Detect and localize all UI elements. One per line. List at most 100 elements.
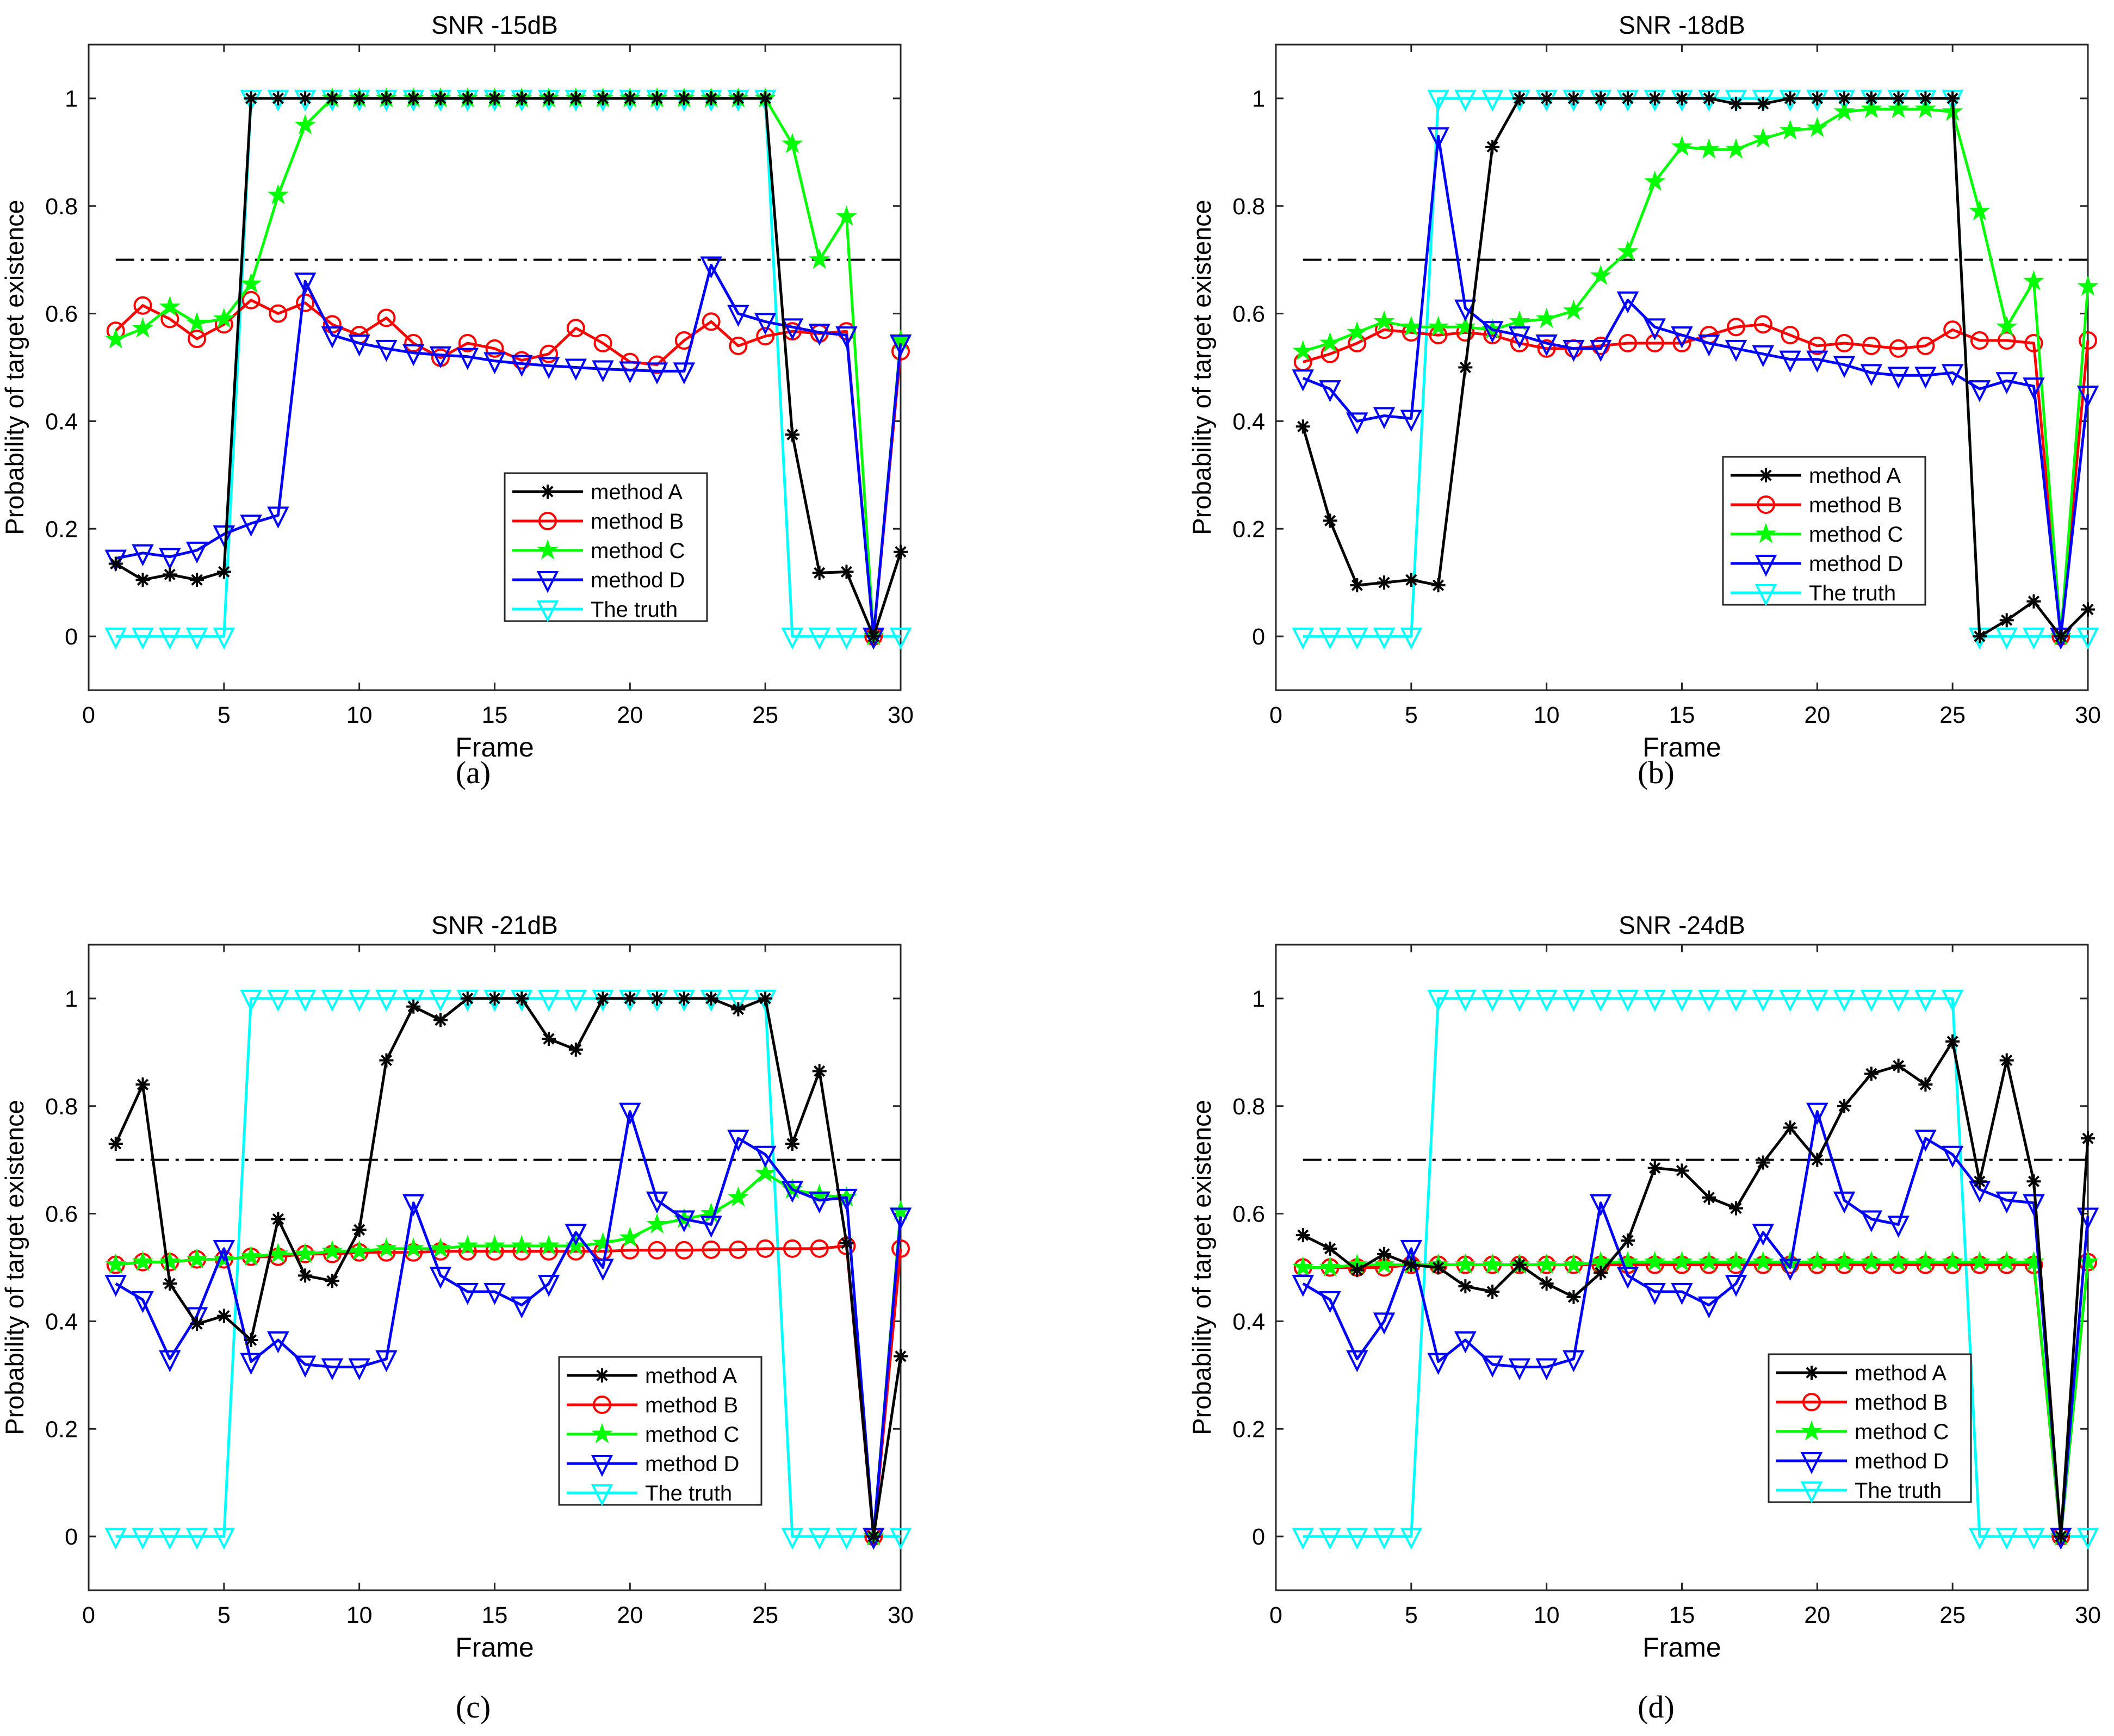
- data-point-stroke: [1595, 92, 1607, 104]
- data-point: [1941, 364, 1964, 386]
- data-point: [1535, 989, 1558, 1012]
- data-point-stroke: [1649, 92, 1661, 104]
- y-tick-label: 0.4: [1232, 408, 1265, 435]
- data-point: [1481, 1355, 1504, 1378]
- data-point: [1319, 1291, 1341, 1313]
- data-point: [1779, 1258, 1801, 1281]
- data-point: [456, 348, 479, 370]
- legend-label: method B: [1855, 1391, 1948, 1415]
- data-point: [1972, 629, 1987, 644]
- data-point: [429, 1267, 452, 1289]
- data-point: [1970, 331, 1989, 350]
- data-point-stroke: [2055, 1530, 2067, 1542]
- x-tick-label: 20: [1804, 1602, 1830, 1628]
- y-tick-label: 0.4: [45, 408, 78, 435]
- data-point-stroke: [516, 92, 528, 104]
- data-point: [894, 544, 908, 559]
- data-point-stroke: [380, 92, 393, 104]
- data-point: [781, 318, 804, 340]
- y-tick-label: 0.8: [1232, 194, 1265, 220]
- y-tick-label: 1: [65, 986, 78, 1012]
- data-point: [163, 567, 177, 582]
- data-point: [1536, 1254, 1558, 1274]
- data-point: [406, 91, 421, 106]
- data-point: [1644, 318, 1666, 340]
- x-tick-label: 5: [1405, 702, 1418, 728]
- data-point: [1454, 89, 1477, 112]
- data-point: [808, 628, 830, 650]
- data-point-stroke: [137, 574, 149, 586]
- data-point: [1508, 1358, 1531, 1380]
- data-point: [1319, 380, 1341, 402]
- data-point: [456, 1283, 479, 1305]
- data-point: [1833, 356, 1856, 379]
- data-point-stroke: [1865, 92, 1877, 104]
- data-point-stroke: [1838, 92, 1850, 104]
- data-point: [1566, 1289, 1581, 1304]
- y-tick-label: 0.6: [45, 1201, 78, 1227]
- legend-marker: [1759, 468, 1773, 482]
- series-line: [1302, 1110, 2090, 1538]
- data-point: [1999, 1053, 2014, 1068]
- x-axis-label: Frame: [1642, 1632, 1721, 1663]
- data-point: [866, 629, 881, 644]
- data-point: [1346, 1350, 1368, 1373]
- data-point: [2024, 333, 2043, 352]
- legend: method A method B method C method D The trut…: [1768, 1353, 1972, 1504]
- data-point: [648, 1241, 667, 1260]
- x-tick-label: 0: [1269, 1602, 1282, 1628]
- data-point: [619, 989, 641, 1012]
- series-method-d: [104, 1102, 912, 1550]
- data-point: [702, 312, 721, 331]
- data-point: [1594, 91, 1608, 106]
- data-point-stroke: [1893, 1059, 1905, 1072]
- chart-panel-4: 0 5 10 15 20 25 30 0 0.2 0.4 0.6 0.8 1 SNR -24dB Frame…: [1187, 911, 2101, 1725]
- data-point: [132, 317, 154, 338]
- data-point: [1833, 1191, 1856, 1214]
- data-point-stroke: [1703, 92, 1715, 104]
- x-tick-label: 20: [617, 702, 643, 728]
- data-point: [758, 991, 773, 1006]
- legend-marker: [541, 485, 555, 499]
- data-point: [108, 556, 123, 571]
- data-point: [1835, 333, 1854, 352]
- x-tick-label: 30: [888, 702, 914, 728]
- data-point: [1319, 1528, 1341, 1550]
- data-point: [1997, 331, 2016, 350]
- data-point: [731, 1002, 746, 1016]
- data-point-stroke: [354, 1224, 365, 1236]
- x-tick-label: 25: [752, 1602, 778, 1628]
- series-line: [115, 1110, 902, 1538]
- data-point: [754, 1145, 777, 1168]
- data-point: [379, 1053, 394, 1068]
- data-point-stroke: [840, 1237, 853, 1249]
- data-point-stroke: [1297, 420, 1309, 432]
- chart-title: SNR -18dB: [1619, 11, 1745, 39]
- data-point: [1427, 1353, 1449, 1375]
- data-point: [1400, 628, 1423, 650]
- data-point-stroke: [543, 1033, 555, 1045]
- data-point: [240, 1353, 262, 1375]
- data-point: [430, 1237, 451, 1258]
- data-point: [1752, 345, 1775, 368]
- data-point: [592, 1258, 614, 1281]
- data-point: [240, 514, 262, 537]
- data-point: [781, 1181, 804, 1203]
- data-point: [2023, 1251, 2045, 1272]
- y-tick-label: 0.6: [1232, 1201, 1265, 1227]
- data-point-stroke: [1351, 1264, 1363, 1276]
- data-point: [650, 91, 665, 106]
- data-point-stroke: [1919, 92, 1932, 104]
- y-tick-label: 0: [65, 1524, 78, 1550]
- data-point: [1941, 1145, 1964, 1168]
- data-point: [1616, 1267, 1639, 1289]
- data-point: [294, 989, 317, 1012]
- data-point: [1346, 321, 1368, 342]
- data-point: [135, 573, 150, 587]
- data-point: [808, 1191, 830, 1214]
- chart-title: SNR -24dB: [1619, 911, 1745, 939]
- data-point: [244, 1333, 258, 1348]
- data-point-stroke: [759, 92, 771, 104]
- legend-marker: [536, 571, 559, 593]
- data-point: [540, 344, 559, 363]
